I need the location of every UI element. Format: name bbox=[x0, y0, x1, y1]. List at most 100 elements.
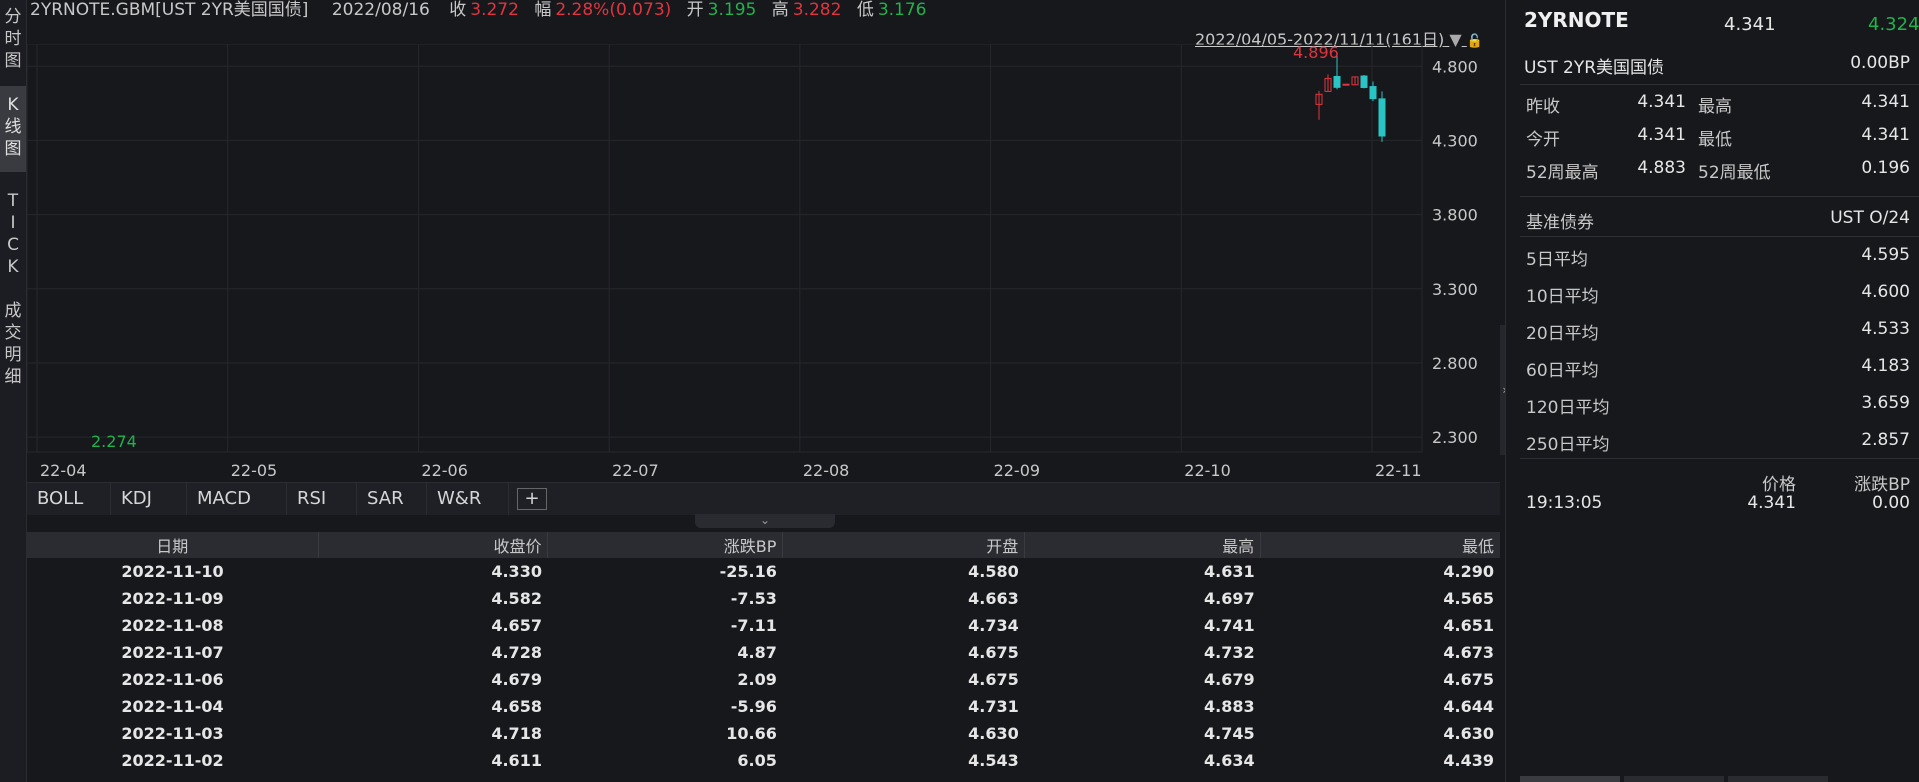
average-value: 2.857 bbox=[1861, 430, 1910, 450]
table-cell: 2022-11-02 bbox=[121, 751, 224, 770]
tick-time: 19:13:05 bbox=[1526, 493, 1603, 513]
candles-layer bbox=[1315, 53, 1386, 142]
table-cell: 4.745 bbox=[1203, 724, 1255, 743]
col-date[interactable]: 日期 bbox=[27, 532, 319, 558]
table-cell: 4.679 bbox=[491, 670, 542, 689]
tab-tick[interactable]: TICK bbox=[0, 190, 26, 290]
close-value: 3.272 bbox=[470, 0, 519, 20]
y-tick-label: 2.300 bbox=[1432, 428, 1478, 447]
tab-sar[interactable]: SAR bbox=[357, 483, 427, 515]
table-cell: 4.630 bbox=[1443, 724, 1494, 743]
stat-value: 4.341 bbox=[1861, 92, 1910, 112]
col-high[interactable]: 最高 bbox=[1024, 532, 1262, 558]
candle-body bbox=[1324, 77, 1332, 92]
dropdown-icon[interactable]: ▼ bbox=[1449, 30, 1462, 49]
table-cell: -25.16 bbox=[719, 562, 777, 581]
change-label: 幅 bbox=[534, 0, 552, 20]
table-row[interactable]: 2022-11-04 4.658 -5.96 4.731 4.883 4.644 bbox=[27, 693, 1500, 720]
panel-name: UST 2YR美国国债 bbox=[1524, 58, 1665, 78]
table-cell: 4.634 bbox=[1203, 751, 1255, 770]
tab-boll[interactable]: BOLL bbox=[27, 483, 111, 515]
candle-body bbox=[1333, 75, 1341, 88]
table-cell: 4.675 bbox=[1443, 670, 1494, 689]
table-cell: 4.728 bbox=[491, 643, 542, 662]
history-table: 日期 收盘价 涨跌BP 开盘 最高 最低 2022-11-10 4.330 -25.… bbox=[27, 532, 1500, 774]
table-cell: 4.697 bbox=[1203, 589, 1255, 608]
table-cell: 2022-11-07 bbox=[121, 643, 224, 662]
average-label: 10日平均 bbox=[1526, 287, 1599, 307]
tab-trade-detail[interactable]: 成交明细 bbox=[0, 300, 26, 410]
table-cell: 4.543 bbox=[968, 751, 1019, 770]
tab-macd[interactable]: MACD bbox=[187, 483, 287, 515]
table-row[interactable]: 2022-11-02 4.611 6.05 4.543 4.634 4.439 bbox=[27, 747, 1500, 774]
indicator-tab-bar: BOLL KDJ MACD RSI SAR W&R + bbox=[27, 482, 1500, 515]
average-value: 4.183 bbox=[1861, 356, 1910, 376]
table-cell: 4.657 bbox=[491, 616, 542, 635]
x-tick-label: 22-07 bbox=[612, 461, 659, 480]
table-row[interactable]: 2022-11-08 4.657 -7.11 4.734 4.741 4.651 bbox=[27, 612, 1500, 639]
tab-timeshare[interactable]: 分时图 bbox=[0, 6, 26, 76]
average-label: 5日平均 bbox=[1526, 250, 1588, 270]
col-open[interactable]: 开盘 bbox=[782, 532, 1026, 558]
open-value: 3.195 bbox=[707, 0, 757, 20]
tick-change: 0.00 bbox=[1872, 493, 1910, 513]
col-change-bp[interactable]: 涨跌BP bbox=[547, 532, 784, 558]
x-tick-label: 22-06 bbox=[421, 461, 468, 480]
high-label: 高 bbox=[771, 0, 789, 20]
average-value: 4.600 bbox=[1861, 282, 1910, 302]
average-value: 4.533 bbox=[1861, 319, 1910, 339]
table-cell: 2022-11-09 bbox=[121, 589, 224, 608]
table-row[interactable]: 2022-11-07 4.728 4.87 4.675 4.732 4.673 bbox=[27, 639, 1500, 666]
average-label: 250日平均 bbox=[1526, 435, 1610, 455]
table-cell: -7.11 bbox=[730, 616, 777, 635]
col-close[interactable]: 收盘价 bbox=[318, 532, 549, 558]
table-cell: 4.732 bbox=[1203, 643, 1255, 662]
table-row[interactable]: 2022-11-03 4.718 10.66 4.630 4.745 4.630 bbox=[27, 720, 1500, 747]
table-cell: 2022-11-10 bbox=[121, 562, 224, 581]
add-indicator-icon[interactable]: + bbox=[517, 488, 547, 510]
table-row[interactable]: 2022-11-10 4.330 -25.16 4.580 4.631 4.290 bbox=[27, 558, 1500, 585]
tab-timeshare-label: 分时图 bbox=[4, 7, 22, 71]
stat-label: 52周最高 bbox=[1526, 163, 1599, 183]
tab-wr[interactable]: W&R bbox=[427, 483, 509, 515]
candle-body bbox=[1351, 76, 1359, 86]
x-tick-label: 22-09 bbox=[994, 461, 1041, 480]
collapse-chevron-icon[interactable]: ⌄ bbox=[695, 514, 835, 528]
panel-price-2: 4.324 bbox=[1868, 14, 1919, 35]
col-low[interactable]: 最低 bbox=[1260, 532, 1500, 558]
panel-title: 2YRNOTE bbox=[1524, 8, 1629, 32]
table-row[interactable]: 2022-11-09 4.582 -7.53 4.663 4.697 4.565 bbox=[27, 585, 1500, 612]
divider bbox=[1520, 458, 1919, 459]
y-axis: 4.800 4.300 3.800 3.300 2.800 2.300 bbox=[1432, 57, 1478, 447]
low-label: 低 bbox=[856, 0, 874, 20]
change-value: 2.28%(0.073) bbox=[555, 0, 672, 20]
table-cell: 2022-11-08 bbox=[121, 616, 224, 635]
stat-label: 昨收 bbox=[1526, 97, 1560, 117]
table-cell: 6.05 bbox=[737, 751, 777, 770]
table-cell: 4.731 bbox=[968, 697, 1019, 716]
table-cell: 4.644 bbox=[1443, 697, 1494, 716]
lock-icon[interactable]: 🔓 bbox=[1466, 34, 1483, 49]
chart-grid bbox=[27, 44, 1423, 453]
divider bbox=[1520, 196, 1919, 197]
stat-label: 最高 bbox=[1698, 97, 1732, 117]
table-cell: 4.673 bbox=[1443, 643, 1494, 662]
table-cell: 4.582 bbox=[491, 589, 542, 608]
panel-bottom-tabs[interactable] bbox=[1520, 776, 1910, 782]
table-cell: 4.651 bbox=[1443, 616, 1494, 635]
x-tick-label: 22-11 bbox=[1375, 461, 1422, 480]
y-tick-label: 4.800 bbox=[1432, 57, 1478, 76]
table-cell: 2.09 bbox=[737, 670, 777, 689]
table-cell: 2022-11-03 bbox=[121, 724, 224, 743]
table-cell: 4.565 bbox=[1443, 589, 1494, 608]
table-cell: 2022-11-04 bbox=[121, 697, 224, 716]
tab-rsi[interactable]: RSI bbox=[287, 483, 357, 515]
table-row[interactable]: 2022-11-06 4.679 2.09 4.675 4.679 4.675 bbox=[27, 666, 1500, 693]
tab-kdj[interactable]: KDJ bbox=[111, 483, 187, 515]
benchmark-label: 基准债券 bbox=[1526, 213, 1594, 233]
stat-value: 0.196 bbox=[1861, 158, 1910, 178]
quote-panel: 2YRNOTE 4.341 4.324 UST 2YR美国国债 0.00BP 昨… bbox=[1505, 0, 1919, 782]
tab-kline[interactable]: K线图 bbox=[0, 86, 26, 172]
table-cell: 4.663 bbox=[968, 589, 1019, 608]
